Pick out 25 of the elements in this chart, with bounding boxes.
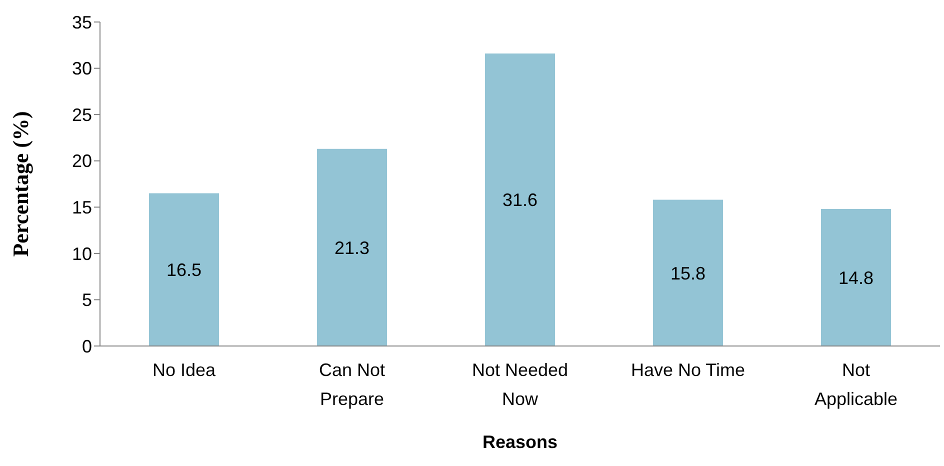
x-tick-label: No Idea bbox=[152, 360, 217, 380]
bar bbox=[317, 148, 387, 346]
y-tick-label: 15 bbox=[72, 198, 92, 218]
x-tick-label: Have No Time bbox=[630, 360, 746, 380]
y-tick-label: 25 bbox=[72, 104, 92, 125]
bar bbox=[653, 200, 723, 346]
x-tick-label: Can Not Prepare bbox=[318, 360, 386, 409]
y-tick-label: 35 bbox=[72, 12, 92, 32]
data-label: 15.8 bbox=[670, 263, 706, 284]
y-tick-label: 0 bbox=[82, 336, 92, 356]
y-tick-label: 20 bbox=[72, 151, 92, 172]
bar bbox=[485, 53, 555, 346]
data-label: 31.6 bbox=[502, 190, 538, 210]
y-tick-label: 10 bbox=[72, 244, 92, 264]
data-label: 21.3 bbox=[334, 238, 370, 258]
data-label: 16.5 bbox=[166, 260, 202, 280]
x-tick-label: Not Applicable bbox=[814, 360, 898, 409]
bar bbox=[149, 193, 219, 346]
bar bbox=[821, 208, 891, 346]
y-tick-label: 30 bbox=[72, 58, 92, 79]
x-tick-label: Not Needed Now bbox=[472, 360, 568, 409]
x-axis-title: Reasons bbox=[482, 432, 558, 452]
y-tick-label: 5 bbox=[82, 290, 92, 310]
y-axis-title: Percentage (%) bbox=[8, 111, 33, 257]
data-label: 14.8 bbox=[838, 268, 874, 288]
